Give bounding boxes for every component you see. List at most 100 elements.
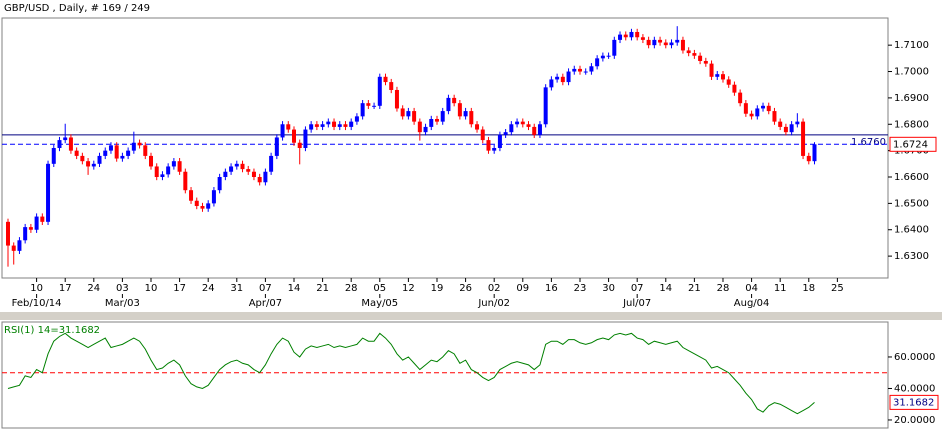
- candle-body: [761, 105, 766, 109]
- x-tick-label: 07: [259, 283, 272, 294]
- candle-body: [91, 163, 96, 167]
- candle-body: [801, 121, 806, 156]
- candle-body: [6, 221, 11, 246]
- y-tick-label: 1.6500: [894, 198, 929, 209]
- candle-body: [160, 174, 165, 178]
- candle-body: [297, 142, 302, 148]
- candle-body: [137, 142, 142, 146]
- candle-body: [51, 148, 56, 164]
- candle-body: [680, 39, 685, 51]
- candle-body: [589, 66, 594, 72]
- candle-body: [434, 118, 439, 122]
- x-tick-label: 24: [87, 283, 100, 294]
- rsi-label: RSI(1) 14=31.1682: [4, 325, 100, 336]
- candle-body: [623, 34, 628, 38]
- candle-body: [251, 171, 256, 178]
- rsi-line: [7, 332, 815, 415]
- candle-body: [618, 34, 623, 40]
- candle-body: [366, 103, 371, 106]
- x-tick-label: 31: [230, 283, 243, 294]
- candle-body: [755, 108, 760, 117]
- candle-body: [652, 39, 657, 46]
- candle-body: [732, 84, 737, 93]
- candle-body: [749, 113, 754, 117]
- y-tick-label: 1.6600: [894, 172, 929, 183]
- candle-body: [143, 145, 148, 156]
- candle-body: [795, 121, 800, 125]
- candle-body: [34, 216, 39, 230]
- candle-body: [480, 129, 485, 141]
- candle-body: [400, 108, 405, 117]
- candle-body: [549, 79, 554, 88]
- x-tick-label: 02: [488, 283, 501, 294]
- x-tick-label: 11: [774, 283, 787, 294]
- candle-body: [360, 103, 365, 117]
- candle-body: [560, 76, 565, 83]
- y-tick-label: 1.6400: [894, 225, 929, 236]
- candle-body: [669, 42, 674, 46]
- candle-body: [612, 39, 617, 56]
- candle-body: [337, 124, 342, 127]
- candle-body: [114, 145, 119, 159]
- candle-body: [103, 150, 108, 156]
- month-label: Apr/07: [249, 298, 282, 309]
- candle-body: [177, 161, 182, 172]
- candle-body: [783, 126, 788, 133]
- candle-body: [320, 124, 325, 127]
- month-label: Jun/02: [477, 298, 510, 309]
- candle-body: [206, 203, 211, 209]
- x-tick-label: 16: [545, 283, 558, 294]
- x-tick-label: 25: [831, 283, 844, 294]
- month-label: Aug/04: [734, 298, 770, 309]
- candle-body: [246, 169, 251, 172]
- candle-body: [40, 216, 45, 222]
- candle-body: [726, 79, 731, 85]
- x-tick-label: 10: [30, 283, 43, 294]
- candle-body: [217, 177, 222, 191]
- candle-body: [377, 76, 382, 106]
- price-label: 1.6724: [893, 139, 928, 150]
- x-tick-label: 17: [173, 283, 186, 294]
- candle-body: [263, 171, 268, 183]
- candle-body: [743, 103, 748, 114]
- candle-body: [566, 71, 571, 83]
- candle-body: [234, 163, 239, 167]
- chart-title: GBP/USD , Daily, # 169 / 249: [4, 3, 150, 14]
- candle-body: [572, 68, 577, 72]
- candle-body: [332, 121, 337, 127]
- candle-body: [86, 161, 91, 167]
- candle-body: [812, 144, 817, 162]
- candle-body: [600, 55, 605, 59]
- x-tick-label: 14: [659, 283, 672, 294]
- y-tick-label: 1.7100: [894, 40, 929, 51]
- candle-body: [17, 240, 22, 251]
- candle-body: [520, 121, 525, 125]
- candle-body: [314, 124, 319, 127]
- candle-body: [595, 58, 600, 67]
- candle-body: [789, 124, 794, 133]
- candle-body: [526, 124, 531, 127]
- candle-body: [497, 134, 502, 148]
- x-tick-label: 23: [574, 283, 587, 294]
- candle-body: [11, 245, 16, 251]
- candle-body: [583, 71, 588, 73]
- x-tick-label: 09: [516, 283, 529, 294]
- candle-body: [720, 74, 725, 80]
- candle-body: [709, 63, 714, 77]
- candle-body: [686, 50, 691, 54]
- candle-body: [629, 31, 634, 38]
- candle-body: [394, 89, 399, 109]
- candle-body: [423, 126, 428, 133]
- candle-body: [766, 105, 771, 112]
- candle-body: [675, 39, 680, 43]
- panel-separator: [0, 312, 942, 320]
- level-line-label: 1.6760: [851, 137, 886, 148]
- candle-body: [475, 124, 480, 130]
- candle-body: [343, 124, 348, 127]
- candle-body: [166, 166, 171, 175]
- candle-body: [383, 76, 388, 83]
- candle-body: [200, 206, 205, 209]
- y-tick-label: 1.6800: [894, 119, 929, 130]
- rsi-value-box: [889, 394, 939, 410]
